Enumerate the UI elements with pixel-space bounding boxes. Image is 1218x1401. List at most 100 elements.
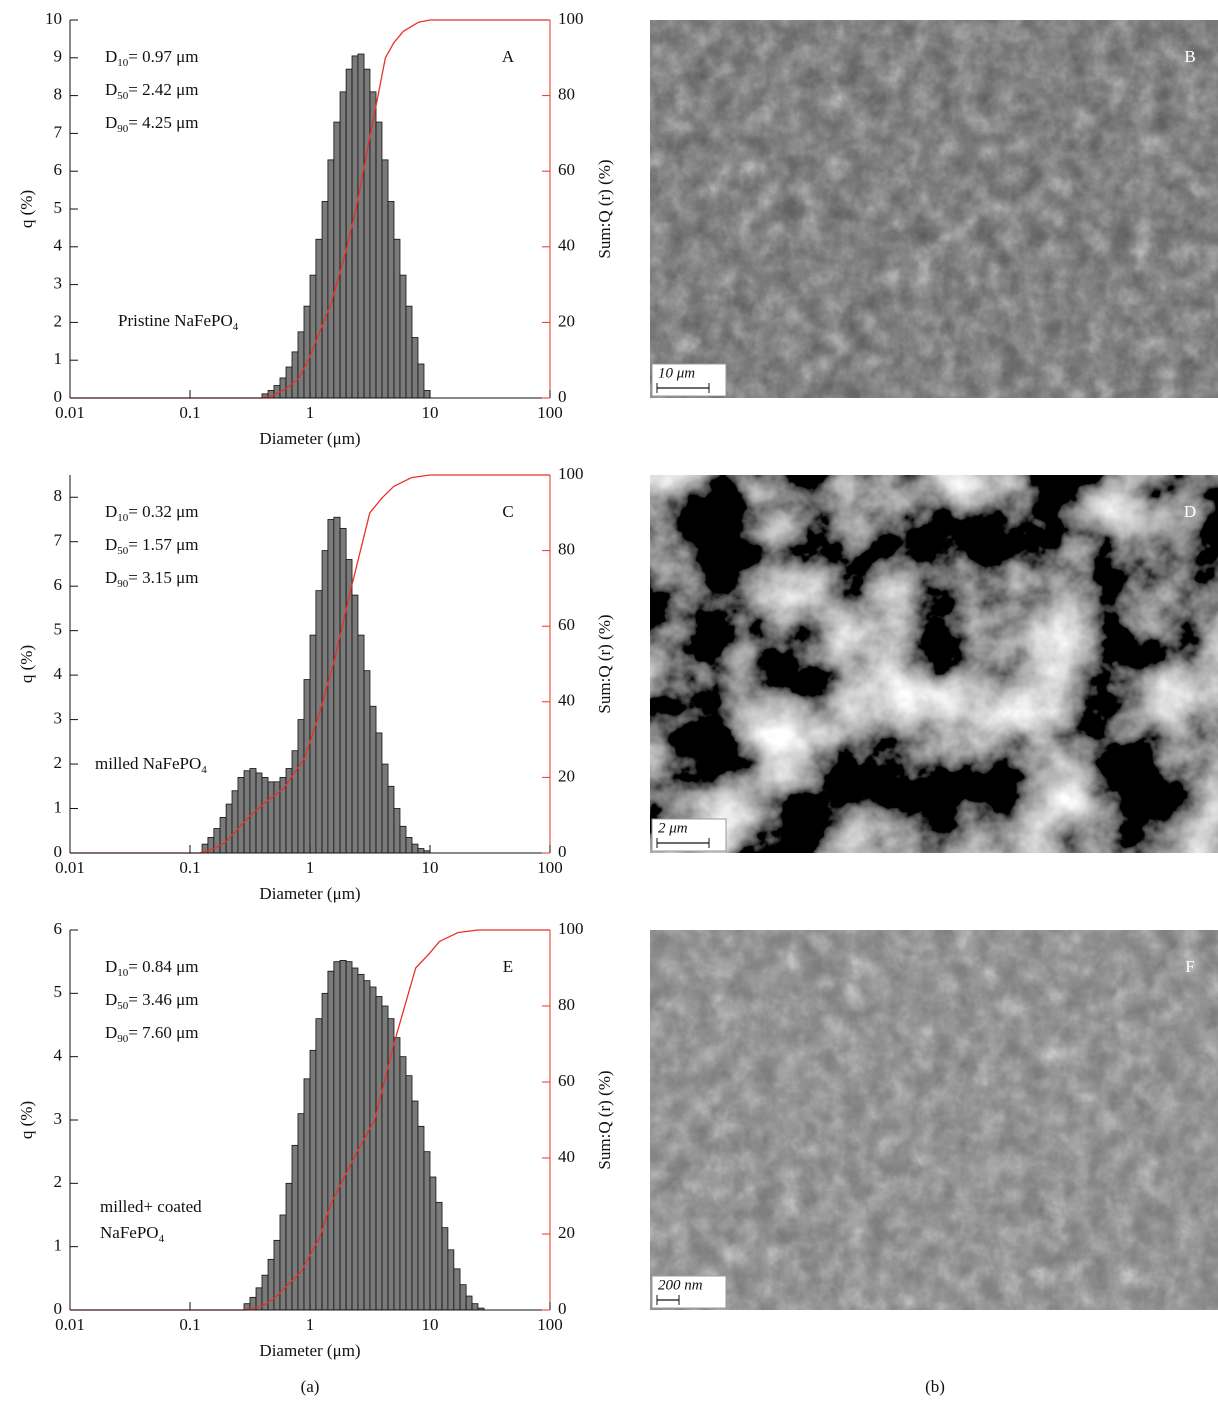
bar xyxy=(417,1125,425,1311)
y-tick-label: 7 xyxy=(54,531,63,550)
x-tick-label: 0.01 xyxy=(55,403,85,422)
stat-value: = 0.97 μm xyxy=(128,47,198,66)
bar xyxy=(297,331,305,399)
stat-subscript: 90 xyxy=(117,123,129,135)
bar xyxy=(273,1239,281,1311)
bar xyxy=(375,996,383,1311)
sample-label: Pristine NaFePO4 xyxy=(118,311,239,333)
y2-tick-label: 40 xyxy=(558,236,575,255)
bar xyxy=(387,785,395,854)
y-tick-label: 8 xyxy=(54,486,63,505)
stat-label: D50= 2.42 μm xyxy=(105,80,198,102)
y2-tick-label: 60 xyxy=(558,1071,575,1090)
stat-subscript: 50 xyxy=(117,1000,129,1012)
bar xyxy=(255,772,263,854)
y-tick-label: 3 xyxy=(54,708,63,727)
x-tick-label: 0.1 xyxy=(179,403,200,422)
stat-symbol: D xyxy=(105,47,117,66)
bar xyxy=(423,1151,431,1311)
bar xyxy=(309,634,317,854)
stat-value: = 0.84 μm xyxy=(128,957,198,976)
y2-axis-label: Sum:Q (r) (%) xyxy=(595,159,614,258)
x-tick-label: 100 xyxy=(537,1315,563,1334)
bar xyxy=(339,91,347,399)
bar xyxy=(465,1295,473,1311)
y-tick-label: 9 xyxy=(54,47,63,66)
bar xyxy=(405,1075,413,1311)
y-tick-label: 7 xyxy=(54,122,63,141)
sample-label: milled NaFePO4 xyxy=(95,754,207,776)
bar xyxy=(345,961,353,1311)
y-tick-label: 3 xyxy=(54,1109,63,1128)
y-tick-label: 6 xyxy=(54,575,63,594)
y2-tick-label: 20 xyxy=(558,311,575,330)
bar xyxy=(309,274,317,399)
bar xyxy=(225,803,233,854)
stat-symbol: D xyxy=(105,113,117,132)
stat-subscript: 50 xyxy=(117,545,129,557)
y2-tick-label: 40 xyxy=(558,691,575,710)
stat-symbol: D xyxy=(105,568,117,587)
y2-tick-label: 40 xyxy=(558,1147,575,1166)
bar xyxy=(375,732,383,854)
bar xyxy=(333,516,341,854)
stat-label: D10= 0.97 μm xyxy=(105,47,198,69)
y-tick-label: 4 xyxy=(54,1046,63,1065)
stat-label: D90= 4.25 μm xyxy=(105,113,198,135)
sample-text: milled+ coated xyxy=(100,1197,202,1216)
bar xyxy=(399,1056,407,1311)
bar xyxy=(441,1227,449,1311)
y-tick-label: 0 xyxy=(54,1299,63,1318)
x-tick-label: 1 xyxy=(306,858,315,877)
stat-value: = 7.60 μm xyxy=(128,1023,198,1042)
y-tick-label: 4 xyxy=(54,236,63,255)
stat-subscript: 90 xyxy=(117,1033,129,1045)
x-tick-label: 100 xyxy=(537,858,563,877)
stat-symbol: D xyxy=(105,535,117,554)
bar xyxy=(369,705,377,854)
sample-subscript: 4 xyxy=(233,321,239,333)
bar xyxy=(393,1037,401,1311)
bar xyxy=(333,121,341,399)
y-tick-label: 2 xyxy=(54,753,63,772)
caption: (a) xyxy=(301,1377,320,1396)
bar xyxy=(417,848,425,854)
bar xyxy=(267,781,275,854)
bar xyxy=(351,967,359,1311)
bar xyxy=(327,970,335,1311)
bar xyxy=(303,679,311,854)
panel-label: C xyxy=(502,502,513,521)
bar xyxy=(273,385,281,399)
bar xyxy=(333,961,341,1311)
panel-label: F xyxy=(1185,957,1194,976)
stat-value: = 2.42 μm xyxy=(128,80,198,99)
cumulative-line xyxy=(70,474,550,854)
x-tick-label: 10 xyxy=(422,403,439,422)
bar xyxy=(435,1201,443,1311)
y-tick-label: 6 xyxy=(54,919,63,938)
bar xyxy=(471,1303,479,1311)
cumulative-line xyxy=(70,19,550,399)
bar xyxy=(381,159,389,399)
bar xyxy=(399,825,407,854)
x-axis-label: Diameter (μm) xyxy=(259,1341,360,1360)
panel-label: D xyxy=(1184,502,1196,521)
sem-image xyxy=(650,930,1218,1310)
bar xyxy=(405,837,413,854)
panel-label: B xyxy=(1184,47,1195,66)
y-tick-label: 1 xyxy=(54,1236,63,1255)
stat-symbol: D xyxy=(105,957,117,976)
bar xyxy=(309,1049,317,1311)
cumulative-line xyxy=(70,929,550,1311)
y2-tick-label: 100 xyxy=(558,9,584,28)
x-tick-label: 1 xyxy=(306,403,315,422)
bar xyxy=(321,201,329,399)
y-tick-label: 8 xyxy=(54,85,63,104)
bar xyxy=(351,55,359,399)
bar xyxy=(423,390,431,399)
y2-axis-label: Sum:Q (r) (%) xyxy=(595,614,614,713)
stat-value: = 3.46 μm xyxy=(128,990,198,1009)
bar xyxy=(357,53,365,399)
stat-symbol: D xyxy=(105,80,117,99)
